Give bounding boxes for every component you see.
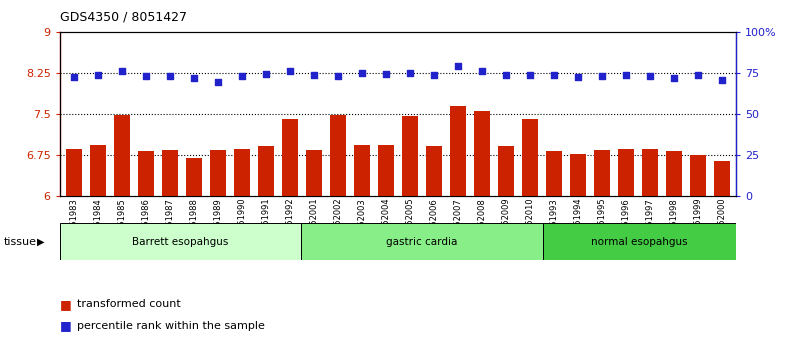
Point xyxy=(404,70,416,76)
Bar xyxy=(666,152,681,196)
Point xyxy=(572,75,584,80)
Bar xyxy=(690,155,706,196)
Point xyxy=(475,68,488,74)
Bar xyxy=(90,145,106,196)
Bar xyxy=(426,146,442,196)
Bar xyxy=(498,146,513,196)
Point xyxy=(188,75,201,81)
Text: Barrett esopahgus: Barrett esopahgus xyxy=(132,236,228,247)
Bar xyxy=(186,158,202,196)
Point xyxy=(283,69,296,74)
Text: ■: ■ xyxy=(60,319,72,332)
Text: ▶: ▶ xyxy=(37,236,44,247)
Point xyxy=(643,74,656,79)
Point xyxy=(308,72,321,78)
Bar xyxy=(474,112,490,196)
Text: tissue: tissue xyxy=(4,236,37,247)
Bar xyxy=(139,152,154,196)
Point xyxy=(332,74,345,79)
Point xyxy=(595,74,608,79)
Bar xyxy=(330,115,345,196)
Bar xyxy=(714,161,730,196)
Point xyxy=(716,77,728,83)
Text: normal esopahgus: normal esopahgus xyxy=(591,236,688,247)
Bar xyxy=(302,223,543,260)
Point xyxy=(668,75,681,81)
Bar xyxy=(642,149,657,196)
Bar xyxy=(234,149,250,196)
Bar xyxy=(546,152,562,196)
Point xyxy=(500,72,513,78)
Bar xyxy=(210,150,226,196)
Text: GDS4350 / 8051427: GDS4350 / 8051427 xyxy=(60,11,187,24)
Bar xyxy=(378,145,394,196)
Bar xyxy=(451,106,466,196)
Bar xyxy=(354,145,370,196)
Bar xyxy=(162,150,178,196)
Point xyxy=(259,71,272,77)
Point xyxy=(427,72,440,78)
Point xyxy=(236,74,248,79)
Bar xyxy=(60,223,302,260)
Point xyxy=(164,74,177,79)
Point xyxy=(524,72,537,78)
Bar xyxy=(543,223,736,260)
Bar xyxy=(66,149,82,196)
Text: percentile rank within the sample: percentile rank within the sample xyxy=(77,321,265,331)
Point xyxy=(692,72,704,78)
Text: transformed count: transformed count xyxy=(77,299,181,309)
Point xyxy=(451,64,464,69)
Bar xyxy=(283,119,298,196)
Point xyxy=(212,80,224,85)
Bar xyxy=(594,150,610,196)
Bar xyxy=(306,150,322,196)
Point xyxy=(356,70,369,76)
Point xyxy=(68,74,80,80)
Point xyxy=(92,72,104,78)
Bar xyxy=(570,154,586,196)
Point xyxy=(619,72,632,78)
Bar xyxy=(522,119,538,196)
Text: gastric cardia: gastric cardia xyxy=(387,236,458,247)
Point xyxy=(548,72,560,78)
Bar xyxy=(618,149,634,196)
Point xyxy=(380,71,392,77)
Point xyxy=(140,74,153,79)
Bar xyxy=(258,146,274,196)
Bar xyxy=(115,115,130,196)
Text: ■: ■ xyxy=(60,298,72,311)
Bar xyxy=(402,116,418,196)
Point xyxy=(115,69,128,74)
